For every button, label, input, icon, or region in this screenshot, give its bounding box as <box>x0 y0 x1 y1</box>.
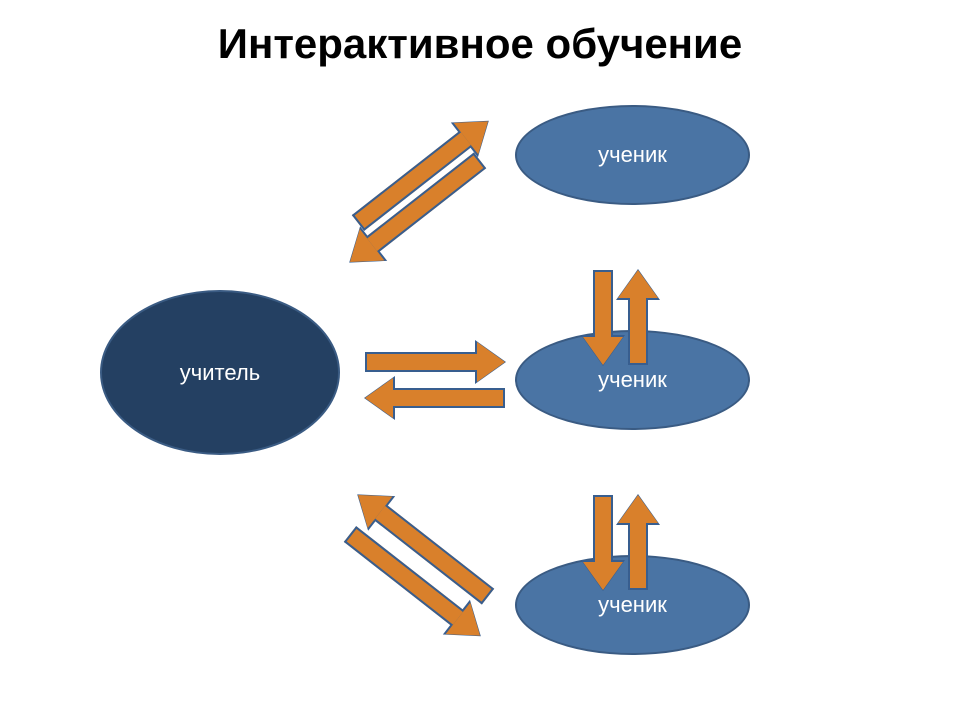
arrow-3 <box>365 378 505 418</box>
node-teacher: учитель <box>100 290 340 455</box>
node-label: ученик <box>598 592 667 618</box>
diagram-title: Интерактивное обучение <box>0 20 960 68</box>
node-label: учитель <box>180 360 260 386</box>
node-student1: ученик <box>515 105 750 205</box>
arrow-7 <box>618 270 658 365</box>
arrow-9 <box>618 495 658 590</box>
node-label: ученик <box>598 142 667 168</box>
node-label: ученик <box>598 367 667 393</box>
diagram-stage: Интерактивное обучение учитель ученик учен… <box>0 0 960 720</box>
